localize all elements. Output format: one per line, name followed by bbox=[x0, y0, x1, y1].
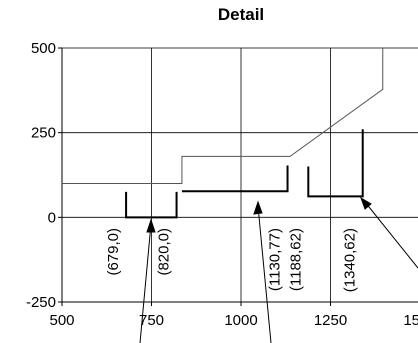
annotation: (1340,62) bbox=[342, 228, 359, 292]
arrows bbox=[139, 196, 418, 343]
x-tick-label: 750 bbox=[139, 312, 164, 329]
chart-title: Detail bbox=[218, 5, 264, 24]
x-tick-label: 500 bbox=[49, 312, 74, 329]
bracket bbox=[125, 191, 178, 219]
line bbox=[62, 48, 384, 184]
x-tick-label: 1500 bbox=[403, 312, 418, 329]
arrow bbox=[257, 205, 272, 343]
y-tick-label: 0 bbox=[48, 209, 56, 226]
arrow-head bbox=[146, 218, 156, 233]
y-tick-label: 500 bbox=[31, 40, 56, 57]
x-tick-label: 1000 bbox=[224, 312, 257, 329]
x-tick-label: 1250 bbox=[314, 312, 347, 329]
annotation: (820,0) bbox=[156, 228, 173, 276]
arrow-head bbox=[253, 200, 263, 215]
arrow-head bbox=[360, 196, 372, 210]
arrow bbox=[139, 223, 152, 343]
annotation: (1130,77) bbox=[267, 228, 284, 291]
y-tick-label: -250 bbox=[26, 294, 56, 311]
bracket bbox=[181, 165, 289, 193]
bracket bbox=[307, 129, 364, 198]
y-tick-label: 250 bbox=[31, 125, 56, 142]
arrow bbox=[364, 201, 418, 269]
annotation: (1188,62) bbox=[287, 228, 304, 291]
annotation: (679,0) bbox=[105, 228, 122, 276]
